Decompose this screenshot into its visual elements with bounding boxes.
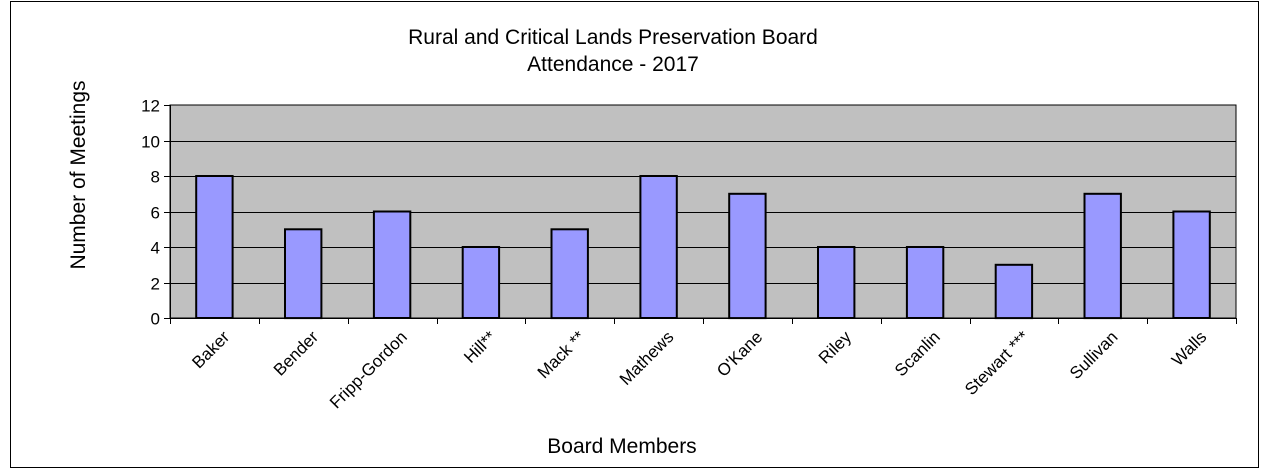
- bar-mathews: [639, 175, 678, 319]
- chart-title: Rural and Critical Lands Preservation Bo…: [408, 26, 818, 49]
- bar-hill: [461, 246, 501, 319]
- bar-baker: [195, 175, 234, 319]
- bar-scanlin: [905, 246, 945, 319]
- plot-area: [169, 104, 1237, 319]
- y-tick-label: 10: [141, 133, 160, 152]
- bar-stewart: [994, 263, 1034, 320]
- x-axis-title: Board Members: [547, 435, 696, 458]
- bar-o-kane: [728, 192, 767, 320]
- chart-subtitle: Attendance - 2017: [527, 53, 699, 76]
- y-tick-label: 12: [141, 97, 160, 116]
- bar-fripp-gordon: [372, 210, 412, 319]
- y-tick-label: 0: [151, 310, 160, 329]
- bar-riley: [817, 246, 856, 319]
- gridlines: [170, 141, 1236, 284]
- y-tick-label: 4: [151, 239, 160, 258]
- y-axis: 0 2 4 6 8 10 12: [141, 97, 171, 329]
- bar-walls: [1172, 210, 1211, 319]
- y-tick-label: 2: [151, 275, 160, 294]
- bars: [195, 175, 1211, 320]
- y-tick-label: 8: [151, 168, 160, 187]
- bar-bender: [284, 228, 323, 320]
- y-tick-label: 6: [151, 204, 160, 223]
- y-axis-title: Number of Meetings: [67, 80, 90, 269]
- bar-mack: [550, 228, 589, 320]
- bar-sullivan: [1083, 192, 1122, 320]
